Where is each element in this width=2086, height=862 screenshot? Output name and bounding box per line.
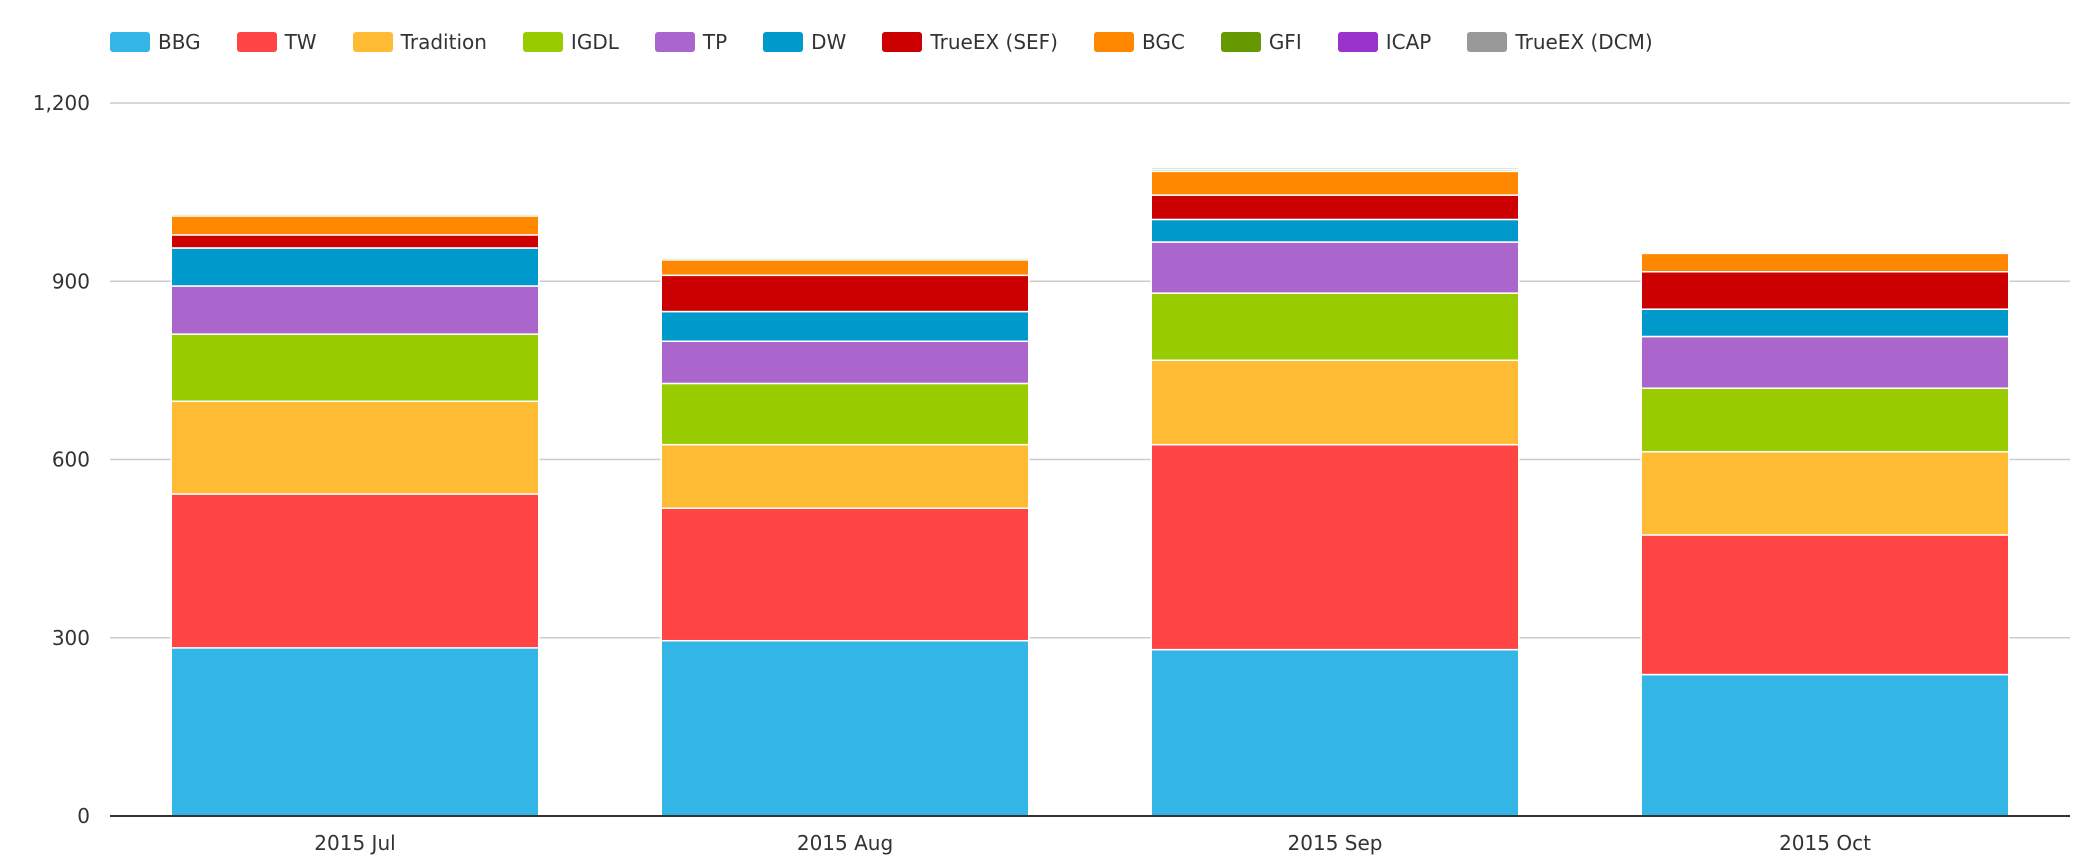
legend-label: GFI [1268, 30, 1302, 54]
legend-label: DW [811, 30, 847, 54]
bar-segment [1150, 359, 1520, 446]
bar-segment [1150, 648, 1520, 817]
legend-swatch [1337, 32, 1378, 52]
bar-segment [1640, 308, 2010, 338]
legend-item[interactable]: TrueEX (DCM) [1467, 30, 1653, 54]
legend-item[interactable]: TW [236, 30, 317, 54]
legend-swatch [110, 32, 150, 52]
bar-segment [1150, 241, 1520, 294]
bar-segment [170, 212, 540, 215]
legend-swatch [236, 32, 277, 52]
legend-item[interactable]: TP [654, 30, 728, 54]
bar-segment [660, 259, 1030, 277]
y-tick-label: 300 [52, 626, 90, 650]
legend-swatch [522, 32, 563, 52]
legend-swatch [1093, 32, 1134, 52]
legend-item[interactable]: ICAP [1337, 30, 1432, 54]
bar-segment [660, 382, 1030, 446]
legend-label: TrueEX (DCM) [1515, 30, 1653, 54]
legend-label: TrueEX (SEF) [930, 30, 1058, 54]
legend-swatch [882, 32, 923, 52]
bar-segment [1640, 387, 2010, 453]
bar-segment [1150, 194, 1520, 221]
bar-segment [660, 443, 1030, 509]
bar-segment [660, 639, 1030, 817]
y-tick-label: 900 [52, 269, 90, 293]
bar-segment [660, 274, 1030, 313]
legend-swatch [1220, 32, 1261, 52]
bar-segment [660, 310, 1030, 343]
legend-item[interactable]: DW [763, 30, 846, 54]
bar-segment [170, 247, 540, 287]
bar-segment [170, 234, 540, 249]
bar-segment [170, 493, 540, 649]
legend-item[interactable]: IGDL [522, 30, 619, 54]
legend-item[interactable]: GFI [1220, 30, 1302, 54]
legend-label: TW [284, 30, 317, 54]
legend-label: BGC [1141, 30, 1185, 54]
bar-segment [170, 647, 540, 817]
bar-segment [170, 400, 540, 495]
bar-segment [1150, 167, 1520, 171]
bar-segment [1640, 270, 2010, 310]
bar-segment [660, 256, 1030, 259]
legend-swatch [352, 32, 393, 52]
legend-swatch [763, 32, 804, 52]
legend-swatch [654, 32, 695, 52]
legend-item[interactable]: BGC [1093, 30, 1185, 54]
y-tick-label: 1,200 [33, 91, 90, 115]
legend-label: Tradition [400, 30, 487, 54]
x-tick-label: 2015 Aug [797, 831, 893, 855]
legend-item[interactable]: Tradition [352, 30, 487, 54]
bar-segment [1640, 252, 2010, 273]
bar-segment [1150, 218, 1520, 243]
bar-segment [1640, 251, 2010, 255]
bar-segment [1150, 443, 1520, 651]
bar-segment [1150, 292, 1520, 362]
x-tick-label: 2015 Sep [1288, 831, 1383, 855]
bar-segment [170, 215, 540, 236]
legend-label: TP [702, 30, 728, 54]
bar-segment [170, 285, 540, 335]
x-tick-label: 2015 Jul [314, 831, 395, 855]
bar-segment [660, 340, 1030, 385]
y-tick-label: 0 [77, 804, 90, 828]
legend-label: IGDL [570, 30, 619, 54]
bar-segment [1640, 534, 2010, 676]
legend-item[interactable]: BBG [110, 30, 201, 54]
bar-segment [1640, 335, 2010, 389]
y-tick-label: 600 [52, 448, 90, 472]
bar-segment [660, 507, 1030, 642]
bar-segment [170, 333, 540, 403]
legend-item[interactable]: TrueEX (SEF) [882, 30, 1058, 54]
legend-swatch [1467, 32, 1508, 52]
bar-segment [1150, 170, 1520, 196]
legend-label: BBG [158, 30, 201, 54]
legend-label: ICAP [1385, 30, 1432, 54]
bar-segment [1640, 673, 2010, 817]
bar-segment [1640, 451, 2010, 536]
legend: BBG TW Tradition IGDL TP DW TrueEX (SEF) BGC GFI… [110, 30, 1689, 54]
x-tick-label: 2015 Oct [1779, 831, 1871, 855]
